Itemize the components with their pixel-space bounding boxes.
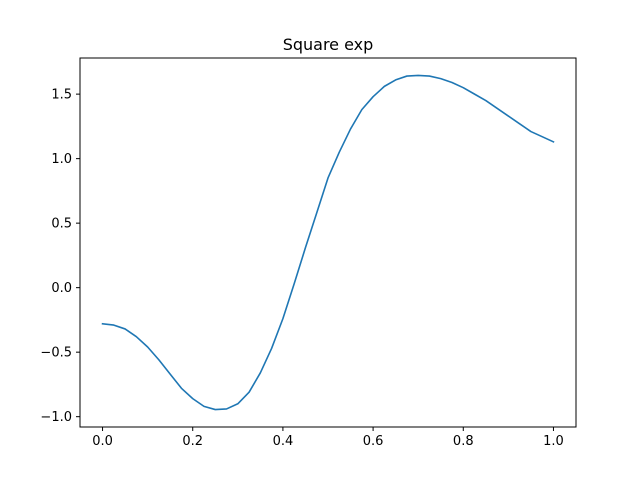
x-tick-label: 0.4 — [273, 434, 294, 449]
axes: 0.0 0.2 0.4 0.6 0.8 1.0 −1.0 −0.5 0.0 0.5 1.0 1.5 — [40, 57, 577, 449]
x-tick-label: 0.2 — [182, 434, 203, 449]
series-line-0 — [101, 74, 555, 411]
x-tick-label: 0.6 — [363, 434, 384, 449]
plot-area — [101, 74, 555, 411]
x-tick-label: 0.0 — [92, 434, 113, 449]
y-tick-label: 0.5 — [51, 217, 72, 232]
y-tick-label: −1.0 — [40, 410, 72, 425]
y-tick-label: 0.0 — [51, 281, 72, 296]
x-tick-label: 0.8 — [453, 434, 474, 449]
chart-title: Square exp — [283, 35, 374, 54]
y-tick-label: 1.0 — [51, 152, 72, 167]
y-tick-label: −0.5 — [40, 346, 72, 361]
axes-frame — [79, 57, 577, 428]
y-tick-label: 1.5 — [51, 88, 72, 103]
x-tick-label: 1.0 — [543, 434, 564, 449]
